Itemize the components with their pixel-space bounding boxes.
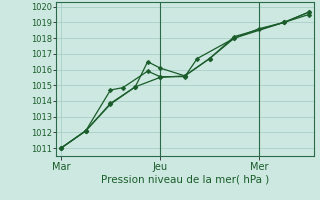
X-axis label: Pression niveau de la mer( hPa ): Pression niveau de la mer( hPa ) [101, 174, 269, 184]
